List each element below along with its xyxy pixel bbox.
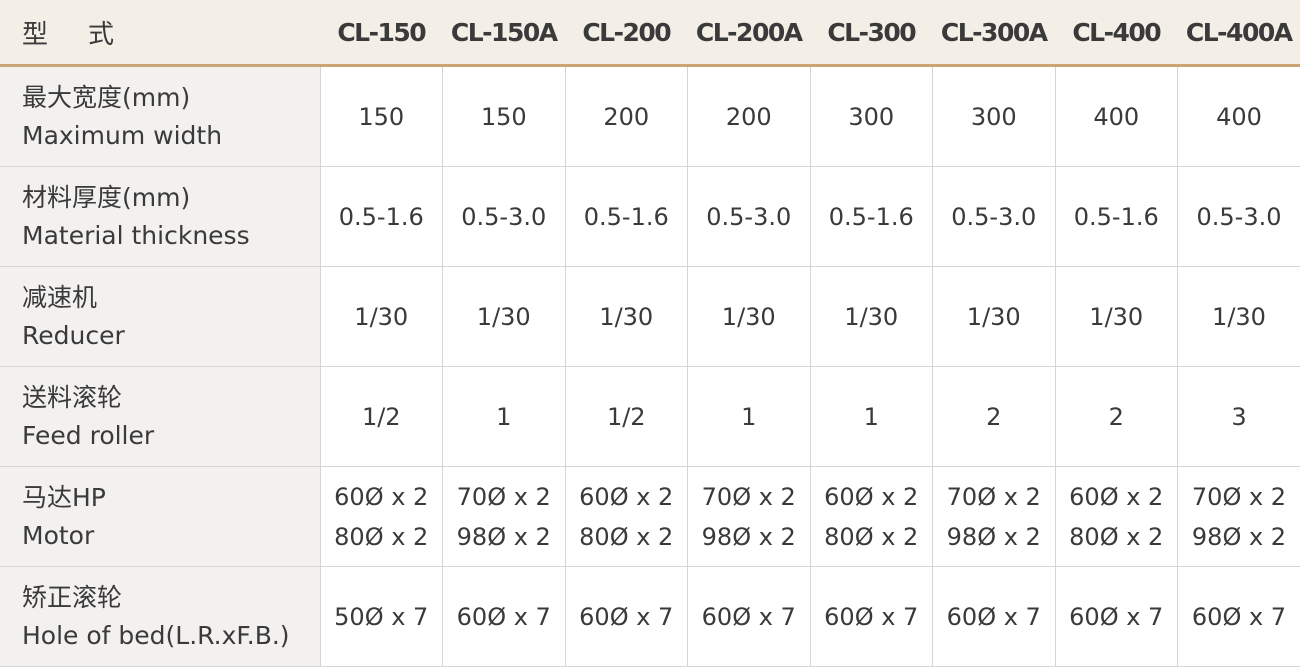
table-cell: 60Ø x 7 [1054, 566, 1178, 667]
model-header: CL-400 [1055, 0, 1178, 67]
table-cell: 60Ø x 2 80Ø x 2 [809, 466, 933, 567]
table-row: 减速机 Reducer 1/30 1/30 1/30 1/30 1/30 1/3… [0, 266, 1300, 367]
table-cell: 0.5-3.0 [687, 166, 810, 267]
cell-line: 60Ø x 2 [579, 482, 674, 511]
table-cell: 0.5-3.0 [932, 166, 1055, 267]
table-cell: 1/30 [442, 266, 565, 367]
table-row: 送料滚轮 Feed roller 1/2 1 1/2 1 1 2 2 3 [0, 366, 1300, 467]
row-label-en: Maximum width [22, 120, 223, 150]
row-label-zh: 送料滚轮 [22, 382, 123, 412]
model-header: CL-200 [565, 0, 688, 67]
row-label: 马达HP Motor [0, 466, 320, 567]
cell-line: 70Ø x 2 [456, 482, 551, 511]
table-cell: 200 [687, 65, 810, 167]
cell-line: 60Ø x 2 [1069, 482, 1164, 511]
table-cell: 400 [1054, 65, 1178, 167]
model-header: CL-200A [687, 0, 810, 67]
table-cell: 150 [442, 65, 565, 167]
table-cell: 0.5-1.6 [319, 166, 443, 267]
table-cell: 60Ø x 7 [932, 566, 1055, 667]
row-label: 减速机 Reducer [0, 266, 320, 367]
model-header: CL-400A [1177, 0, 1300, 67]
cell-line: 98Ø x 2 [456, 522, 551, 551]
table-cell: 3 [1177, 366, 1300, 467]
table-row: 马达HP Motor 60Ø x 2 80Ø x 2 70Ø x 2 98Ø x 2… [0, 466, 1300, 567]
table-cell: 0.5-3.0 [442, 166, 565, 267]
table-cell: 70Ø x 2 98Ø x 2 [932, 466, 1055, 567]
table-cell: 70Ø x 2 98Ø x 2 [442, 466, 565, 567]
table-cell: 1/30 [564, 266, 688, 367]
table-cell: 1/30 [809, 266, 933, 367]
table-cell: 60Ø x 7 [1177, 566, 1300, 667]
cell-line: 80Ø x 2 [579, 522, 674, 551]
table-cell: 150 [319, 65, 443, 167]
table-cell: 1/2 [564, 366, 688, 467]
table-cell: 60Ø x 2 80Ø x 2 [319, 466, 443, 567]
model-header: CL-150A [442, 0, 565, 67]
table-cell: 0.5-1.6 [1054, 166, 1178, 267]
table-cell: 300 [809, 65, 933, 167]
model-header: CL-300 [810, 0, 933, 67]
table-cell: 1 [442, 366, 565, 467]
table-row: 矫正滚轮 Hole of bed(L.R.xF.B.) 50Ø x 7 60Ø … [0, 566, 1300, 667]
cell-line: 60Ø x 2 [334, 482, 429, 511]
table-cell: 60Ø x 7 [564, 566, 688, 667]
table-row: 最大宽度(mm) Maximum width 150 150 200 200 3… [0, 65, 1300, 167]
model-header: CL-300A [932, 0, 1055, 67]
table-cell: 0.5-1.6 [564, 166, 688, 267]
table-cell: 1/30 [932, 266, 1055, 367]
table-cell: 60Ø x 2 80Ø x 2 [564, 466, 688, 567]
row-label-en: Hole of bed(L.R.xF.B.) [22, 620, 290, 650]
cell-line: 60Ø x 2 [824, 482, 919, 511]
cell-line: 80Ø x 2 [334, 522, 429, 551]
row-label-zh: 材料厚度(mm) [22, 182, 191, 212]
row-label: 最大宽度(mm) Maximum width [0, 65, 320, 167]
table-cell: 200 [564, 65, 688, 167]
table-cell: 1/2 [319, 366, 443, 467]
table-cell: 60Ø x 7 [442, 566, 565, 667]
table-cell: 70Ø x 2 98Ø x 2 [1177, 466, 1300, 567]
table-cell: 1 [687, 366, 810, 467]
table-cell: 0.5-3.0 [1177, 166, 1300, 267]
cell-line: 80Ø x 2 [1069, 522, 1164, 551]
table-cell: 70Ø x 2 98Ø x 2 [687, 466, 810, 567]
table-cell: 60Ø x 7 [687, 566, 810, 667]
cell-line: 98Ø x 2 [946, 522, 1041, 551]
cell-line: 80Ø x 2 [824, 522, 919, 551]
table-cell: 1/30 [1054, 266, 1178, 367]
cell-line: 98Ø x 2 [701, 522, 796, 551]
table-cell: 1/30 [319, 266, 443, 367]
table-cell: 60Ø x 7 [809, 566, 933, 667]
row-label-en: Reducer [22, 320, 125, 350]
table-cell: 2 [1054, 366, 1178, 467]
table-cell: 1 [809, 366, 933, 467]
header-label: 型式 [0, 0, 320, 67]
row-label-en: Material thickness [22, 220, 250, 250]
table-cell: 400 [1177, 65, 1300, 167]
row-label-zh: 马达HP [22, 482, 106, 512]
table-cell: 300 [932, 65, 1055, 167]
row-label-en: Feed roller [22, 420, 155, 450]
table-row: 材料厚度(mm) Material thickness 0.5-1.6 0.5-… [0, 166, 1300, 267]
cell-line: 98Ø x 2 [1191, 522, 1287, 551]
row-label-zh: 减速机 [22, 282, 98, 312]
row-label-en: Motor [22, 520, 95, 550]
table-cell: 1/30 [1177, 266, 1300, 367]
table-cell: 0.5-1.6 [809, 166, 933, 267]
table-cell: 50Ø x 7 [319, 566, 443, 667]
model-header: CL-150 [320, 0, 443, 67]
cell-line: 70Ø x 2 [946, 482, 1041, 511]
cell-line: 70Ø x 2 [701, 482, 796, 511]
table-cell: 60Ø x 2 80Ø x 2 [1054, 466, 1178, 567]
row-label-zh: 矫正滚轮 [22, 582, 123, 612]
row-label: 送料滚轮 Feed roller [0, 366, 320, 467]
cell-line: 70Ø x 2 [1191, 482, 1287, 511]
row-label: 矫正滚轮 Hole of bed(L.R.xF.B.) [0, 566, 320, 667]
row-label: 材料厚度(mm) Material thickness [0, 166, 320, 267]
header-row: 型式 CL-150 CL-150A CL-200 CL-200A CL-300 … [0, 0, 1300, 67]
table-cell: 1/30 [687, 266, 810, 367]
table-cell: 2 [932, 366, 1055, 467]
row-label-zh: 最大宽度(mm) [22, 82, 191, 112]
